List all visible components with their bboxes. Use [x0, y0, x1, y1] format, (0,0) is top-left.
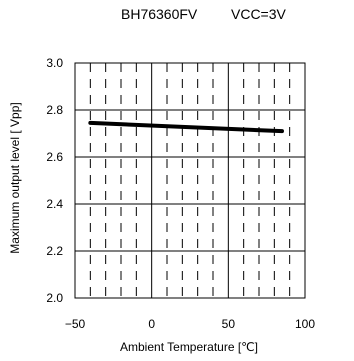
x-tick-label: 50 [222, 317, 236, 331]
x-tick-label: −50 [65, 317, 86, 331]
x-tick-labels: −50 0 50 100 [65, 317, 316, 331]
series-line [88, 120, 284, 134]
series-layer [88, 120, 284, 134]
x-tick-label: 0 [148, 317, 155, 331]
y-tick-label: 2.2 [46, 244, 63, 258]
plot-frame [74, 62, 306, 299]
x-tick-label: 100 [295, 317, 315, 331]
y-tick-label: 3.0 [46, 56, 63, 70]
chart-title-device: BH76360FV [121, 6, 198, 22]
minor-grid [89, 63, 291, 298]
y-tick-label: 2.4 [46, 197, 63, 211]
chart-title-condition: VCC=3V [231, 6, 286, 22]
major-grid [75, 63, 305, 298]
y-tick-label: 2.6 [46, 150, 63, 164]
y-tick-label: 2.0 [46, 291, 63, 305]
y-tick-label: 2.8 [46, 103, 63, 117]
y-tick-labels: 2.0 2.2 2.4 2.6 2.8 3.0 [46, 56, 63, 305]
x-axis-label: Ambient Temperature [℃] [120, 340, 258, 354]
